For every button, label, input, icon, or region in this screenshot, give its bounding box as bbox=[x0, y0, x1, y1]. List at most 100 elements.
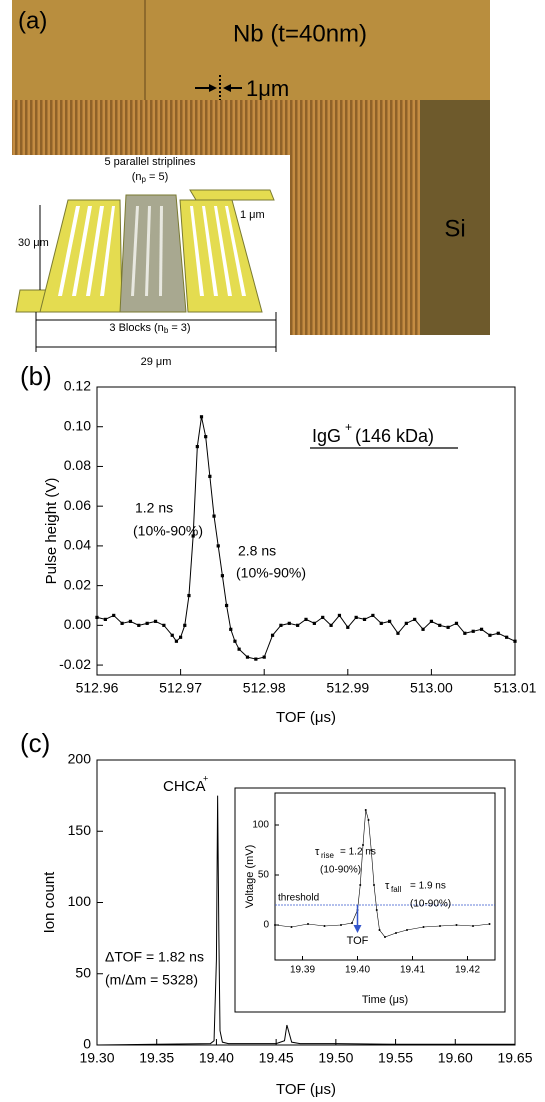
np-subscript: p bbox=[142, 175, 147, 184]
data-point bbox=[174, 639, 179, 643]
annotation: τ bbox=[315, 846, 320, 858]
y-axis-label: Ion count bbox=[41, 871, 58, 934]
data-point bbox=[237, 647, 241, 651]
data-point bbox=[329, 623, 333, 627]
data-point bbox=[170, 633, 174, 637]
data-point bbox=[120, 621, 124, 625]
annotation: (10-90%) bbox=[410, 899, 451, 910]
data-point bbox=[191, 534, 195, 538]
data-point bbox=[354, 615, 358, 619]
data-point bbox=[323, 925, 326, 927]
annotation: τ bbox=[385, 880, 390, 892]
y-tick-label: 0.00 bbox=[64, 616, 91, 632]
data-point bbox=[362, 844, 364, 846]
data-point bbox=[429, 619, 433, 623]
x-tick-label: 19.41 bbox=[400, 965, 425, 976]
data-point bbox=[287, 621, 291, 625]
y-tick-label: 0.06 bbox=[64, 497, 91, 513]
x-tick-label: 19.35 bbox=[139, 1050, 174, 1066]
data-point bbox=[212, 514, 216, 518]
y-tick-label: 0.08 bbox=[64, 457, 91, 473]
annotation: rise bbox=[321, 851, 334, 860]
arrow-head bbox=[209, 84, 217, 92]
np-text: (n bbox=[132, 171, 142, 183]
data-point bbox=[396, 631, 400, 635]
y-tick-label: 50 bbox=[258, 870, 270, 881]
data-point bbox=[362, 617, 367, 621]
x-axis-label: TOF (μs) bbox=[276, 1081, 336, 1098]
data-point bbox=[307, 923, 309, 925]
annotation: (146 kDa) bbox=[355, 426, 434, 446]
data-point bbox=[95, 615, 99, 619]
data-point bbox=[179, 635, 183, 639]
x-tick-label: 512.97 bbox=[159, 680, 202, 696]
data-point bbox=[183, 623, 187, 627]
data-point bbox=[471, 629, 475, 633]
data-point bbox=[208, 474, 212, 478]
x-axis-label: TOF (μs) bbox=[276, 709, 336, 726]
data-point bbox=[145, 621, 149, 625]
data-point bbox=[370, 849, 373, 851]
data-point bbox=[359, 884, 362, 886]
x-tick-label: 19.55 bbox=[378, 1050, 413, 1066]
y-tick-label: 150 bbox=[68, 822, 92, 838]
data-point bbox=[340, 924, 342, 926]
block bbox=[119, 194, 187, 313]
x-tick-label: 513.00 bbox=[410, 680, 453, 696]
annotation: + bbox=[203, 773, 208, 783]
data-point bbox=[371, 613, 375, 618]
y-tick-label: 100 bbox=[252, 820, 269, 831]
panel-label: (a) bbox=[18, 7, 47, 34]
data-point bbox=[279, 623, 283, 627]
data-point bbox=[153, 619, 158, 623]
data-point bbox=[463, 631, 467, 635]
data-point bbox=[438, 623, 442, 627]
x-tick-label: 19.50 bbox=[318, 1050, 353, 1066]
slits bbox=[58, 206, 246, 296]
data-point bbox=[245, 655, 250, 659]
annotation: IgG bbox=[312, 426, 341, 446]
line-width-label: 1 μm bbox=[240, 209, 265, 221]
film-label: Nb (t=40nm) bbox=[233, 20, 367, 47]
np-label: (np = 5) bbox=[132, 171, 169, 184]
data-point bbox=[388, 619, 392, 623]
data-point bbox=[195, 444, 199, 449]
data-point bbox=[479, 627, 484, 631]
annotation: (10%-90%) bbox=[236, 565, 306, 581]
total-width-label: 29 μm bbox=[141, 356, 172, 368]
data-point bbox=[488, 923, 491, 925]
data-point bbox=[224, 603, 229, 608]
si-area bbox=[420, 100, 490, 335]
si-label: Si bbox=[444, 215, 465, 242]
data-point bbox=[454, 621, 459, 625]
x-tick-label: 19.39 bbox=[290, 965, 315, 976]
y-axis-label: Voltage (mV) bbox=[244, 845, 256, 909]
width-label: 1μm bbox=[246, 76, 289, 101]
x-tick-label: 513.01 bbox=[494, 680, 537, 696]
data-point bbox=[321, 615, 325, 619]
data-point bbox=[290, 926, 293, 928]
data-point bbox=[346, 625, 350, 629]
data-point bbox=[204, 435, 208, 439]
data-point bbox=[216, 544, 220, 548]
y-tick-label: 0.10 bbox=[64, 417, 91, 433]
data-point bbox=[513, 639, 517, 643]
data-point bbox=[112, 613, 116, 618]
tof-label: TOF bbox=[347, 935, 369, 947]
data-point bbox=[296, 623, 300, 627]
data-point bbox=[312, 621, 316, 625]
data-point bbox=[379, 621, 383, 625]
x-tick-label: 19.40 bbox=[199, 1050, 234, 1066]
nb-text: = 3) bbox=[168, 322, 190, 334]
data-point bbox=[262, 655, 266, 659]
blocks-label: 3 Blocks (nb = 3) bbox=[109, 322, 190, 335]
data-point bbox=[274, 924, 276, 926]
data-point bbox=[406, 929, 408, 931]
data-point bbox=[162, 623, 166, 627]
data-point bbox=[220, 574, 224, 578]
x-axis-label: Time (μs) bbox=[362, 994, 408, 1006]
plot-frame bbox=[274, 792, 496, 961]
annotation: 2.8 ns bbox=[238, 543, 276, 559]
data-point bbox=[472, 925, 474, 927]
x-tick-label: 19.42 bbox=[455, 965, 480, 976]
